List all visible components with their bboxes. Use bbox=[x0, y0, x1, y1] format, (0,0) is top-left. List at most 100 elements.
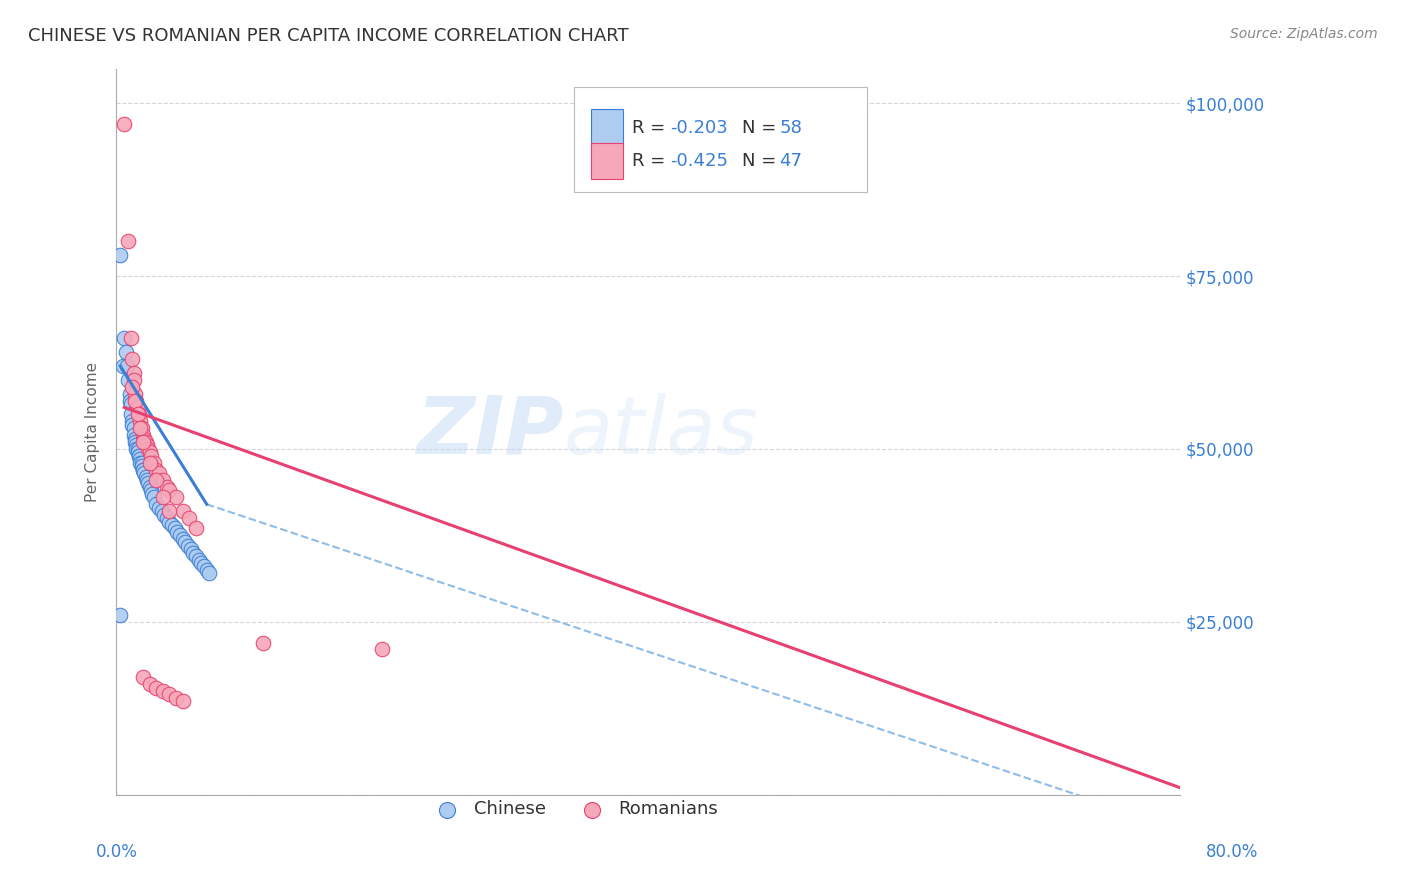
Point bbox=[120, 397, 142, 411]
Point bbox=[127, 442, 149, 456]
Point bbox=[131, 421, 153, 435]
Point bbox=[122, 366, 145, 380]
Point bbox=[159, 515, 181, 529]
Point bbox=[152, 491, 174, 505]
Point bbox=[120, 408, 142, 422]
Point bbox=[184, 549, 207, 563]
Point bbox=[142, 456, 165, 470]
Text: 0.0%: 0.0% bbox=[96, 843, 138, 861]
Point bbox=[118, 386, 141, 401]
Point bbox=[115, 359, 138, 373]
Point bbox=[128, 449, 150, 463]
Point bbox=[145, 463, 167, 477]
Point bbox=[139, 483, 162, 498]
Point bbox=[141, 487, 163, 501]
Point bbox=[198, 566, 221, 581]
FancyBboxPatch shape bbox=[574, 87, 866, 192]
Text: N =: N = bbox=[742, 119, 782, 136]
Point bbox=[135, 469, 157, 483]
Point bbox=[172, 504, 194, 518]
Text: R =: R = bbox=[633, 119, 672, 136]
Text: ZIP: ZIP bbox=[416, 392, 564, 471]
Point bbox=[131, 459, 153, 474]
Point bbox=[135, 473, 157, 487]
Point bbox=[371, 642, 394, 657]
Point bbox=[127, 401, 149, 415]
Point bbox=[138, 677, 160, 691]
Legend: Chinese, Romanians: Chinese, Romanians bbox=[422, 793, 725, 826]
Point bbox=[132, 435, 155, 450]
Point bbox=[163, 521, 186, 535]
Point bbox=[117, 373, 139, 387]
Text: -0.425: -0.425 bbox=[669, 152, 728, 169]
Point bbox=[129, 456, 152, 470]
Point bbox=[129, 421, 152, 435]
Point bbox=[124, 435, 146, 450]
Point bbox=[160, 518, 183, 533]
Point bbox=[132, 463, 155, 477]
Point bbox=[169, 528, 191, 542]
Point bbox=[190, 556, 212, 570]
Point bbox=[165, 690, 187, 705]
Point bbox=[195, 563, 218, 577]
Point bbox=[180, 542, 202, 557]
Point bbox=[136, 442, 159, 456]
Point bbox=[125, 442, 148, 456]
Point bbox=[128, 408, 150, 422]
Point bbox=[122, 373, 145, 387]
Point bbox=[172, 694, 194, 708]
Point bbox=[112, 117, 135, 131]
Point bbox=[159, 504, 181, 518]
Point bbox=[132, 463, 155, 477]
Point bbox=[135, 438, 157, 452]
Point bbox=[110, 607, 132, 622]
Point bbox=[132, 670, 155, 684]
Point bbox=[121, 414, 143, 428]
Point bbox=[127, 445, 149, 459]
Point bbox=[118, 393, 141, 408]
Point bbox=[125, 393, 148, 408]
Point bbox=[135, 435, 157, 450]
Point bbox=[136, 476, 159, 491]
Point bbox=[110, 248, 132, 262]
FancyBboxPatch shape bbox=[591, 110, 623, 145]
Point bbox=[174, 535, 197, 549]
Point bbox=[134, 466, 156, 480]
Point bbox=[138, 456, 160, 470]
Point bbox=[121, 351, 143, 366]
Point bbox=[131, 456, 153, 470]
Point bbox=[124, 386, 146, 401]
Text: 58: 58 bbox=[779, 119, 803, 136]
Point bbox=[117, 235, 139, 249]
Point bbox=[159, 483, 181, 498]
Point bbox=[121, 379, 143, 393]
Point bbox=[148, 466, 170, 480]
Point bbox=[184, 521, 207, 535]
Point bbox=[132, 428, 155, 442]
Point bbox=[122, 428, 145, 442]
Point bbox=[177, 539, 200, 553]
Point bbox=[187, 552, 209, 566]
Y-axis label: Per Capita Income: Per Capita Income bbox=[86, 361, 100, 501]
Text: -0.203: -0.203 bbox=[669, 119, 727, 136]
Text: N =: N = bbox=[742, 152, 782, 169]
Point bbox=[145, 681, 167, 695]
Point bbox=[193, 559, 215, 574]
Point bbox=[121, 417, 143, 432]
Point bbox=[138, 480, 160, 494]
FancyBboxPatch shape bbox=[591, 143, 623, 179]
Point bbox=[129, 452, 152, 467]
Point bbox=[150, 504, 173, 518]
Text: R =: R = bbox=[633, 152, 672, 169]
Point bbox=[153, 508, 176, 522]
Point bbox=[145, 473, 167, 487]
Point bbox=[148, 500, 170, 515]
Point bbox=[166, 524, 188, 539]
Text: 47: 47 bbox=[779, 152, 803, 169]
Point bbox=[134, 432, 156, 446]
Point bbox=[122, 421, 145, 435]
Point bbox=[152, 473, 174, 487]
Point bbox=[152, 684, 174, 698]
Point bbox=[159, 688, 181, 702]
Text: atlas: atlas bbox=[564, 392, 758, 471]
